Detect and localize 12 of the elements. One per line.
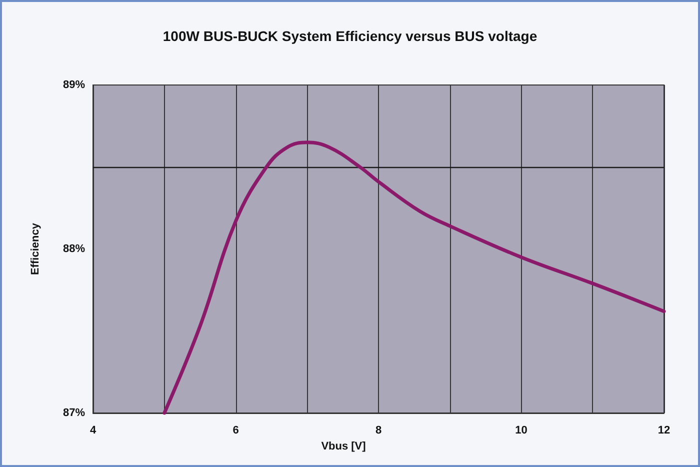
x-tick-label: 12 (658, 424, 670, 436)
x-tick-label: 4 (90, 424, 97, 436)
y-tick-label: 87% (62, 407, 86, 419)
y-tick-label: 88% (62, 243, 86, 255)
y-axis-title: Efficiency (30, 222, 42, 275)
x-tick-label: 6 (232, 424, 239, 436)
x-tick-label: 10 (515, 424, 528, 436)
y-tick-label: 89% (62, 79, 86, 91)
line-series (162, 140, 666, 415)
x-axis-title: Vbus [V] (321, 440, 366, 452)
chart-title: 100W BUS-BUCK System Efficiency versus BUS voltage (162, 28, 538, 44)
x-tick-label: 8 (375, 424, 382, 436)
